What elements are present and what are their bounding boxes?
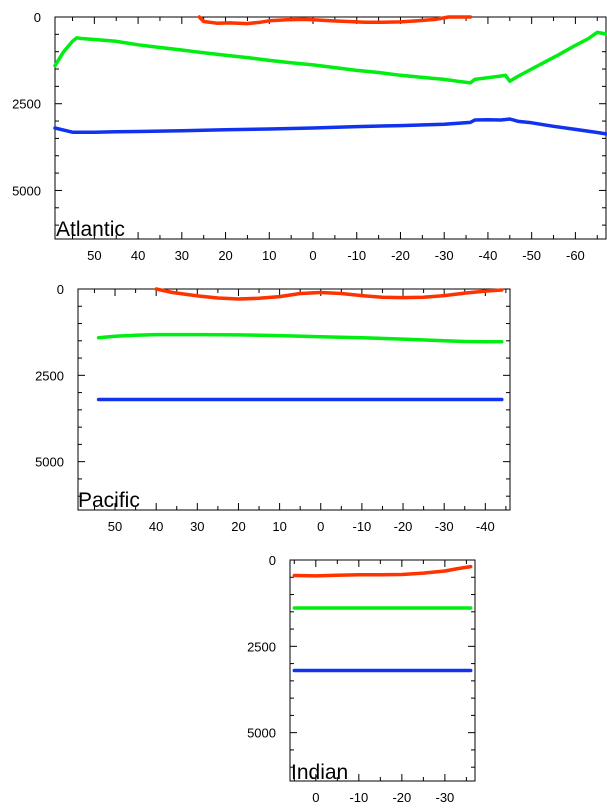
x-tick-label: 20	[218, 248, 232, 263]
x-tick-label: 50	[87, 248, 101, 263]
y-tick-label: 2500	[12, 97, 41, 112]
pacific-green-line	[96, 332, 504, 344]
x-tick-label: 0	[312, 790, 319, 805]
panel-pacific: 50 40 30 20 10 0 -10 -20 -30 -40 0 2500 5000 Pacific	[35, 282, 511, 534]
y-tick-label: 5000	[247, 726, 276, 741]
y-tick-label: 2500	[247, 639, 276, 654]
x-tick-label: 20	[231, 519, 245, 534]
y-tick-label: 5000	[12, 183, 41, 198]
basin-label-atlantic: Atlantic	[56, 218, 125, 241]
y-tick-label: 0	[269, 553, 276, 568]
x-tick-label: 30	[175, 248, 189, 263]
x-tick-label: -20	[391, 248, 410, 263]
pacific-red-line	[154, 287, 504, 301]
x-tick-label: -10	[347, 248, 366, 263]
y-tick-label: 2500	[35, 368, 64, 383]
x-tick-label: -40	[476, 519, 495, 534]
x-tick-label: -30	[435, 790, 454, 805]
atlantic-green-line	[53, 30, 607, 85]
y-tick-label: 5000	[35, 455, 64, 470]
x-tick-label: -30	[435, 519, 454, 534]
x-tick-label: 40	[149, 519, 163, 534]
indian-red-line	[292, 564, 473, 578]
x-tick-label: -10	[349, 790, 368, 805]
panel-indian: 0 -10 -20 -30 0 2500 5000 Indian	[247, 553, 476, 805]
x-tick-label: -10	[352, 519, 371, 534]
x-tick-label: 30	[190, 519, 204, 534]
x-tick-label: -20	[394, 519, 413, 534]
atlantic-blue-line	[53, 117, 607, 136]
y-tick-label: 0	[34, 10, 41, 25]
x-tick-label: -40	[479, 248, 498, 263]
x-tick-label: -20	[392, 790, 411, 805]
atlantic-red-line	[197, 15, 473, 26]
plot-frame-pacific	[77, 288, 511, 511]
x-tick-label: -60	[566, 248, 585, 263]
x-tick-label: 0	[309, 248, 316, 263]
plot-frame-indian	[289, 559, 476, 782]
basin-label-pacific: Pacific	[78, 489, 140, 512]
x-tick-label: 10	[262, 248, 276, 263]
x-tick-label: -50	[522, 248, 541, 263]
x-tick-label: 50	[108, 519, 122, 534]
x-tick-label: 10	[272, 519, 286, 534]
y-tick-label: 0	[57, 282, 64, 297]
x-tick-label: 40	[131, 248, 145, 263]
x-tick-label: -30	[435, 248, 454, 263]
basin-label-indian: Indian	[291, 761, 348, 784]
panel-atlantic: 50 40 30 20 10 0 -10 -20 -30 -40 -50 -60 0 2500 5000 At…	[12, 10, 607, 263]
x-tick-label: 0	[317, 519, 324, 534]
